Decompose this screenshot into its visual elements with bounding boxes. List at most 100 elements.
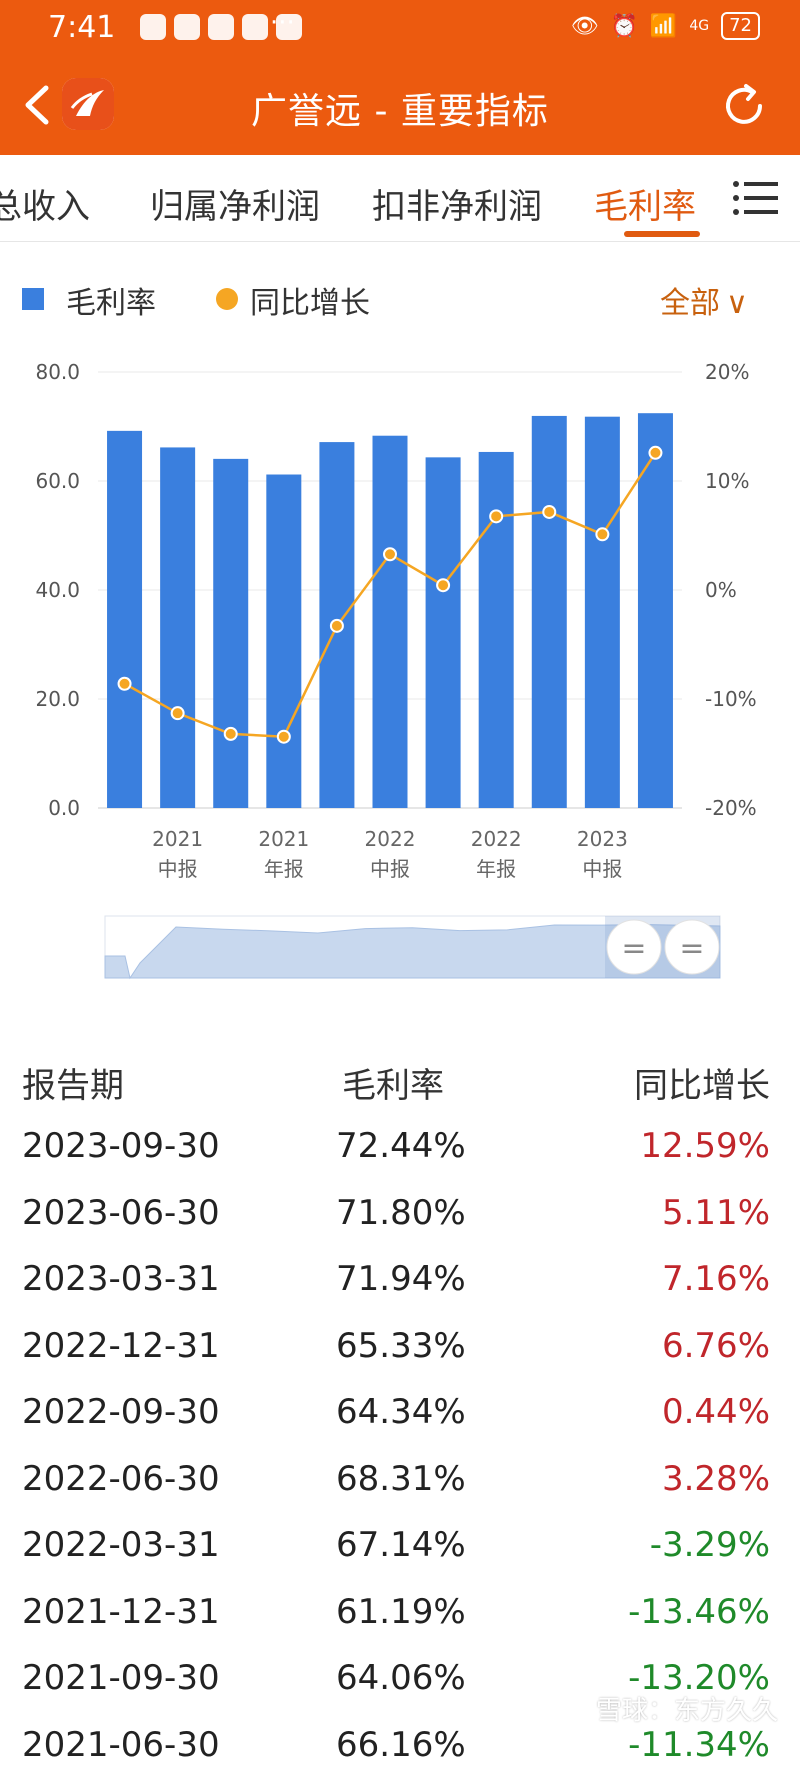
bar-2021-03-31 <box>107 430 143 808</box>
cell-gross-margin: 72.44% <box>336 1126 466 1166</box>
table-row[interactable]: 2022-12-31 65.33% 6.76% <box>0 1326 800 1392</box>
chevron-left-icon <box>25 85 49 125</box>
cell-period: 2022-09-30 <box>22 1392 220 1432</box>
tab-menu-button[interactable] <box>728 170 784 226</box>
y-left-tick-label: 60.0 <box>35 469 80 493</box>
cell-period: 2021-06-30 <box>22 1724 220 1765</box>
x-tick-label: 中报 <box>582 857 622 881</box>
yoy-point-2021-03-31 <box>117 676 132 691</box>
table-row[interactable]: 2023-03-31 71.94% 7.16% <box>0 1259 800 1325</box>
yoy-point-2023-06-30 <box>595 527 610 542</box>
yoy-point-2022-03-31 <box>329 618 344 633</box>
y-left-tick-label: 0.0 <box>48 796 80 820</box>
cell-gross-margin: 64.34% <box>336 1392 466 1432</box>
tab-total-revenue[interactable]: 总收入 <box>0 187 90 227</box>
x-tick-label: 中报 <box>370 857 410 881</box>
bar-2021-09-30 <box>213 458 249 808</box>
y-right-tick-label: 10% <box>705 469 749 493</box>
battery-icon: 72 <box>721 12 760 40</box>
yoy-point-2022-12-31 <box>489 509 504 524</box>
status-time: 7:41 <box>48 10 116 45</box>
range-selector[interactable]: 全部 ∨ <box>660 278 748 322</box>
refresh-button[interactable] <box>716 78 772 134</box>
range-slider-handle[interactable] <box>606 919 662 975</box>
header-yoy: 同比增长 <box>634 1066 770 1106</box>
cell-period: 2022-06-30 <box>22 1458 220 1499</box>
table-row[interactable]: 2023-09-30 72.44% 12.59% <box>0 1126 800 1192</box>
cell-period: 2022-03-31 <box>22 1525 220 1565</box>
weather-app-icon <box>140 14 166 40</box>
watermark: 雪球：东方久久 <box>595 1696 778 1726</box>
more-notifications-icon: ··· <box>270 8 295 38</box>
cell-yoy: 6.76% <box>661 1325 770 1366</box>
tab-net-profit[interactable]: 归属净利润 <box>150 187 320 227</box>
y-right-tick-label: 20% <box>705 360 749 384</box>
x-tick-label: 中报 <box>158 857 198 881</box>
cell-gross-margin: 67.14% <box>336 1525 466 1565</box>
cell-period: 2022-12-31 <box>22 1325 220 1366</box>
table-row[interactable]: 2021-06-30 66.16% -11.34% <box>0 1725 800 1791</box>
cell-gross-margin: 64.06% <box>336 1658 466 1698</box>
search-app-icon <box>276 14 302 40</box>
table-row[interactable]: 2023-06-30 71.80% 5.11% <box>0 1193 800 1259</box>
cell-yoy: 5.11% <box>661 1192 770 1233</box>
cell-gross-margin: 65.33% <box>336 1325 466 1366</box>
y-right-tick-label: 0% <box>705 578 737 602</box>
legend-bar-swatch <box>22 288 44 310</box>
table-row[interactable]: 2022-03-31 67.14% -3.29% <box>0 1525 800 1591</box>
cell-yoy: 0.44% <box>661 1392 770 1432</box>
yoy-point-2021-12-31 <box>276 729 291 744</box>
cell-yoy: 12.59% <box>640 1126 770 1166</box>
x-tick-label: 2022 <box>471 827 522 851</box>
yoy-point-2022-09-30 <box>436 578 451 593</box>
chart-legend: 毛利率 同比增长 全部 ∨ <box>0 272 800 322</box>
signal-label: 4G <box>689 18 710 34</box>
bar-2022-09-30 <box>425 457 461 808</box>
cell-gross-margin: 61.19% <box>336 1591 466 1632</box>
page-title: 广誉远 - 重要指标 <box>251 91 549 132</box>
back-button[interactable] <box>16 80 56 130</box>
tab-deducted-net-profit[interactable]: 扣非净利润 <box>372 187 542 227</box>
refresh-icon <box>726 84 762 124</box>
y-left-tick-label: 80.0 <box>35 360 80 384</box>
gross-margin-chart: 0.0 20.0 40.0 60.0 80.0 -20% -10% 0% 10% 20% 2021 中… <box>35 360 757 980</box>
bar-2021-12-31 <box>266 474 302 808</box>
x-tick-label: 2021 <box>258 827 309 851</box>
x-tick-label: 2023 <box>577 827 628 851</box>
table-row[interactable]: 2022-09-30 64.34% 0.44% <box>0 1392 800 1458</box>
x-tick-label: 2022 <box>365 827 416 851</box>
cell-yoy: 3.28% <box>661 1458 770 1499</box>
metric-tabs: 总收入 归属净利润 扣非净利润 毛利率 <box>0 155 800 242</box>
bar-2022-06-30 <box>372 435 408 808</box>
x-tick-label: 年报 <box>476 857 516 881</box>
alarm-icon: ⏰ <box>610 13 638 39</box>
bar-2021-06-30 <box>160 447 196 808</box>
cell-gross-margin: 68.31% <box>336 1458 466 1499</box>
table-row[interactable]: 2022-06-30 68.31% 3.28% <box>0 1459 800 1525</box>
title-bar: 广誉远 - 重要指标 <box>0 68 800 148</box>
y-right-tick-label: -10% <box>705 687 757 711</box>
y-left-tick-label: 40.0 <box>35 578 80 602</box>
chevron-down-icon: ∨ <box>726 286 748 321</box>
wifi-icon: 📶 <box>649 13 678 39</box>
range-slider-handle[interactable] <box>664 919 720 975</box>
system-status: 👁 ⏰ 📶 4G 72 <box>571 12 760 40</box>
cell-gross-margin: 71.94% <box>336 1259 466 1299</box>
yoy-point-2022-06-30 <box>383 547 397 562</box>
flame-logo-icon <box>62 78 114 130</box>
y-right-tick-label: -20% <box>705 796 757 820</box>
yoy-point-2023-09-30 <box>648 445 663 460</box>
legend-line-label: 同比增长 <box>250 286 370 321</box>
cell-yoy: -13.20% <box>628 1658 770 1698</box>
tab-gross-margin[interactable]: 毛利率 <box>594 187 696 227</box>
header-period: 报告期 <box>22 1066 124 1106</box>
table-row[interactable]: 2021-09-30 64.06% -13.20% <box>0 1658 800 1724</box>
bar-2023-03-31 <box>531 415 567 808</box>
legend-line-swatch <box>216 288 238 310</box>
bulb-app-icon <box>174 14 200 40</box>
table-row[interactable]: 2021-12-31 61.19% -13.46% <box>0 1592 800 1658</box>
header-gross-margin: 毛利率 <box>342 1066 444 1106</box>
legend-bar-label: 毛利率 <box>66 286 156 321</box>
cell-period: 2021-09-30 <box>22 1658 220 1698</box>
cell-period: 2023-09-30 <box>22 1126 220 1166</box>
